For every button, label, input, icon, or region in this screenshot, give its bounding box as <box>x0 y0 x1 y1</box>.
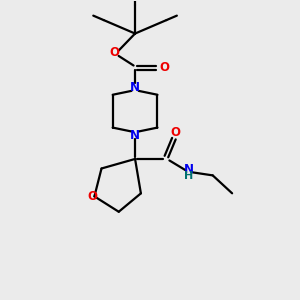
Text: O: O <box>159 61 169 74</box>
Text: N: N <box>184 163 194 176</box>
Text: N: N <box>130 81 140 94</box>
Text: H: H <box>184 171 194 181</box>
Text: O: O <box>170 126 180 139</box>
Text: O: O <box>109 46 119 59</box>
Text: N: N <box>130 129 140 142</box>
Text: O: O <box>87 190 97 203</box>
